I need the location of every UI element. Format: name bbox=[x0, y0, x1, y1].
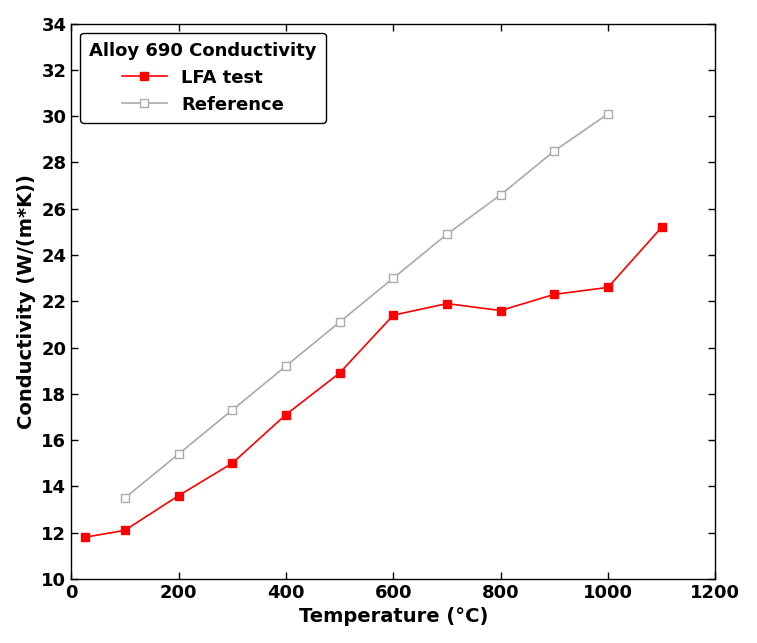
Reference bbox=[603, 110, 612, 118]
LFA test bbox=[603, 284, 612, 291]
Reference bbox=[120, 494, 129, 502]
Reference bbox=[282, 362, 291, 370]
Line: LFA test: LFA test bbox=[80, 223, 666, 541]
LFA test bbox=[282, 411, 291, 419]
LFA test bbox=[496, 307, 505, 314]
LFA test bbox=[389, 311, 398, 319]
Reference bbox=[496, 191, 505, 199]
Reference bbox=[174, 450, 183, 458]
Reference bbox=[442, 230, 451, 238]
LFA test bbox=[442, 300, 451, 307]
Reference bbox=[550, 147, 559, 155]
X-axis label: Temperature (°C): Temperature (°C) bbox=[298, 608, 488, 626]
Y-axis label: Conductivity (W/(m*K)): Conductivity (W/(m*K)) bbox=[17, 174, 36, 429]
LFA test bbox=[174, 492, 183, 500]
LFA test bbox=[657, 223, 666, 231]
Reference bbox=[335, 318, 344, 326]
Line: Reference: Reference bbox=[120, 110, 612, 502]
LFA test bbox=[550, 291, 559, 298]
LFA test bbox=[228, 459, 237, 467]
Reference bbox=[228, 406, 237, 414]
Legend: LFA test, Reference: LFA test, Reference bbox=[80, 33, 326, 123]
LFA test bbox=[120, 527, 129, 534]
Reference bbox=[389, 275, 398, 282]
LFA test bbox=[80, 534, 89, 541]
LFA test bbox=[335, 369, 344, 377]
